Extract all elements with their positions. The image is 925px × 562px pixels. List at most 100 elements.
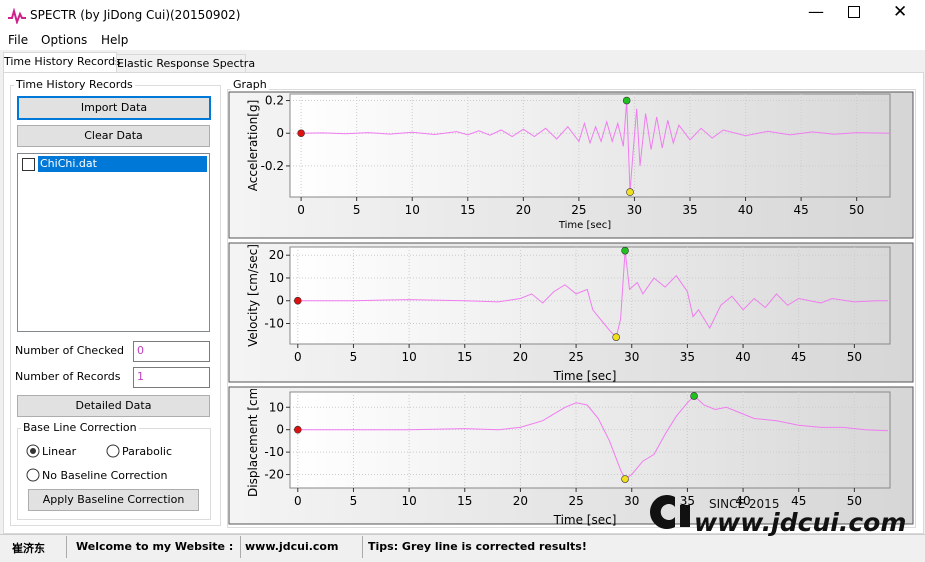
group-title: Graph: [231, 78, 269, 91]
y-tick-label: -10: [264, 317, 284, 331]
menu-item[interactable]: File: [8, 33, 29, 47]
x-tick-label: 25: [568, 494, 583, 508]
data-line: [297, 395, 888, 480]
separator: [240, 536, 241, 558]
x-tick-label: 0: [297, 203, 305, 217]
peak-marker: [621, 246, 629, 255]
text-box[interactable]: 0: [133, 341, 210, 362]
y-axis-label: Displacement [cm]: [246, 383, 260, 497]
x-tick-label: 10: [401, 350, 416, 364]
y-axis-label: Velocity [cm/sec]: [246, 244, 260, 347]
text-box[interactable]: 1: [133, 367, 210, 388]
separator: [66, 536, 67, 558]
x-tick-label: 0: [294, 494, 302, 508]
logo: [650, 495, 690, 529]
peak-marker: [622, 96, 631, 105]
tab-active[interactable]: Time History Records: [3, 52, 121, 73]
clear-button[interactable]: Clear Data: [17, 125, 210, 147]
window-title: SPECTR (by JiDong Cui)(20150902): [30, 8, 241, 22]
radio-label: Parabolic: [122, 445, 172, 458]
x-tick-label: 35: [680, 494, 695, 508]
record-checkbox[interactable]: [22, 158, 35, 171]
peak-marker: [293, 296, 302, 305]
watermark-since: SINCE 2015: [709, 497, 779, 511]
graph-group: [227, 89, 916, 528]
plot-area: [289, 246, 891, 345]
peak-marker: [293, 425, 302, 434]
plot-area: [289, 391, 891, 489]
y-label-group: Acceleration[g]: [246, 100, 260, 192]
x-tick-label: 50: [847, 494, 862, 508]
x-tick-label: 45: [791, 350, 806, 364]
y-tick-label: -10: [264, 445, 284, 459]
status-bar: [0, 534, 925, 562]
y-tick-label: 10: [269, 271, 284, 285]
radio-label: No Baseline Correction: [42, 469, 168, 482]
x-tick-label: 20: [513, 350, 528, 364]
x-axis-label: Time [sec]: [558, 220, 611, 231]
radio-label: Linear: [42, 445, 77, 458]
menu-bar: [0, 31, 925, 50]
detail-button[interactable]: Detailed Data: [17, 395, 210, 417]
x-tick-label: 25: [571, 203, 586, 217]
x-tick-label: 50: [847, 350, 862, 364]
peak-marker: [626, 188, 634, 196]
x-tick-label: 5: [353, 203, 361, 217]
separator: [362, 536, 363, 558]
x-axis-label: Time [sec]: [553, 369, 617, 383]
title-bar: [0, 0, 925, 31]
x-tick-label: 30: [624, 494, 639, 508]
x-tick-label: 15: [457, 494, 472, 508]
y-tick-label: 20: [269, 248, 284, 262]
peak-marker: [621, 475, 629, 483]
status-text: www.jdcui.com: [245, 540, 339, 553]
menu-item[interactable]: Options: [41, 33, 88, 47]
x-tick-label: 20: [516, 203, 531, 217]
x-tick-label: 50: [849, 203, 864, 217]
radio-button[interactable]: [26, 468, 40, 482]
status-text: Tips: Grey line is corrected results!: [368, 540, 587, 553]
x-tick-label: 10: [405, 203, 420, 217]
y-label-group: Displacement [cm]: [246, 383, 260, 497]
x-tick-label: 5: [350, 350, 358, 364]
y-tick-label: 10: [269, 400, 284, 414]
radio-button[interactable]: [106, 444, 120, 458]
x-tick-label: 40: [738, 203, 753, 217]
apply-button[interactable]: Apply Baseline Correction: [28, 489, 199, 511]
x-tick-label: 45: [791, 494, 806, 508]
peak-marker: [690, 392, 698, 400]
x-tick-label: 35: [682, 203, 697, 217]
x-tick-label: 30: [627, 203, 642, 217]
y-tick-label: 0.2: [265, 94, 284, 108]
close-button[interactable]: ✕: [893, 2, 908, 22]
y-axis-label: Acceleration[g]: [246, 100, 260, 192]
data-line: [297, 250, 888, 339]
x-tick-label: 15: [457, 350, 472, 364]
x-tick-label: 30: [624, 350, 639, 364]
import-button[interactable]: Import Data: [17, 96, 211, 120]
menu-item[interactable]: Help: [101, 33, 129, 47]
plot-area: [289, 93, 891, 198]
maximize-button[interactable]: [848, 6, 860, 18]
x-tick-label: 35: [680, 350, 695, 364]
watermark-site: www.jdcui.com: [694, 508, 906, 537]
record-item[interactable]: ChiChi.dat: [38, 156, 207, 172]
x-axis-label: Time [sec]: [553, 513, 617, 527]
x-tick-label: 5: [350, 494, 358, 508]
y-tick-label: 0: [276, 423, 284, 437]
group-title: Base Line Correction: [21, 421, 139, 434]
x-tick-label: 20: [513, 494, 528, 508]
y-tick-label: 0: [276, 294, 284, 308]
x-tick-label: 0: [294, 350, 302, 364]
x-tick-label: 45: [793, 203, 808, 217]
x-tick-label: 25: [568, 350, 583, 364]
label: Number of Records: [15, 370, 121, 383]
status-text: 崔济东: [12, 542, 45, 555]
y-tick-label: -20: [264, 468, 284, 482]
group-title: Time History Records: [14, 78, 135, 91]
radio-dot: [30, 448, 36, 454]
label: Number of Checked: [15, 344, 124, 357]
minimize-button[interactable]: —: [808, 2, 824, 21]
status-text: Welcome to my Website :: [76, 540, 234, 553]
